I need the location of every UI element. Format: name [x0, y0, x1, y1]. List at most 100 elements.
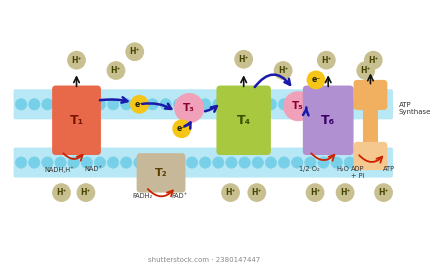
- Circle shape: [16, 99, 27, 110]
- Circle shape: [371, 157, 382, 168]
- Circle shape: [147, 157, 158, 168]
- Circle shape: [371, 99, 382, 110]
- Circle shape: [121, 99, 132, 110]
- Circle shape: [81, 157, 93, 168]
- FancyBboxPatch shape: [137, 153, 185, 193]
- Circle shape: [134, 99, 145, 110]
- Circle shape: [200, 99, 211, 110]
- Circle shape: [226, 157, 237, 168]
- Text: e⁻: e⁻: [311, 75, 320, 84]
- Text: NAD⁺: NAD⁺: [84, 166, 103, 172]
- FancyBboxPatch shape: [13, 148, 393, 178]
- Text: FADH₂: FADH₂: [132, 193, 152, 199]
- Circle shape: [94, 99, 106, 110]
- Circle shape: [130, 95, 149, 114]
- Circle shape: [252, 157, 263, 168]
- Circle shape: [173, 157, 184, 168]
- Circle shape: [200, 157, 211, 168]
- Circle shape: [68, 99, 79, 110]
- Text: H⁺: H⁺: [239, 55, 249, 64]
- Circle shape: [29, 99, 40, 110]
- Circle shape: [67, 51, 86, 69]
- Circle shape: [364, 51, 383, 69]
- Circle shape: [29, 157, 40, 168]
- Circle shape: [186, 99, 197, 110]
- Circle shape: [81, 99, 93, 110]
- Circle shape: [42, 99, 53, 110]
- Circle shape: [252, 99, 263, 110]
- Circle shape: [213, 99, 224, 110]
- Circle shape: [307, 71, 325, 89]
- Circle shape: [160, 157, 171, 168]
- Circle shape: [134, 157, 145, 168]
- Text: H⁺: H⁺: [252, 188, 262, 197]
- Text: H⁺: H⁺: [310, 188, 320, 197]
- Circle shape: [336, 183, 355, 202]
- Circle shape: [107, 157, 119, 168]
- Circle shape: [356, 61, 375, 80]
- Circle shape: [291, 99, 303, 110]
- Circle shape: [107, 99, 119, 110]
- Circle shape: [274, 61, 293, 80]
- Text: H⁺: H⁺: [321, 56, 332, 65]
- Circle shape: [265, 157, 277, 168]
- Text: e⁻: e⁻: [177, 124, 186, 133]
- Circle shape: [77, 183, 95, 202]
- Circle shape: [265, 99, 277, 110]
- Circle shape: [374, 183, 393, 202]
- Text: ATP: ATP: [383, 166, 395, 172]
- Text: T₅: T₅: [292, 101, 304, 111]
- Circle shape: [125, 42, 144, 61]
- Circle shape: [331, 99, 342, 110]
- Circle shape: [147, 99, 158, 110]
- Text: H₂O: H₂O: [337, 166, 350, 172]
- Circle shape: [283, 91, 313, 121]
- Text: H⁺: H⁺: [368, 56, 378, 65]
- Circle shape: [344, 157, 355, 168]
- Text: shutterstock.com · 2380147447: shutterstock.com · 2380147447: [148, 257, 260, 263]
- Circle shape: [160, 99, 171, 110]
- Text: ADP
+ Pi: ADP + Pi: [351, 166, 364, 179]
- FancyBboxPatch shape: [354, 80, 388, 110]
- Circle shape: [278, 157, 290, 168]
- Circle shape: [221, 183, 240, 202]
- Circle shape: [317, 51, 336, 69]
- Circle shape: [234, 50, 253, 69]
- Text: H⁺: H⁺: [111, 66, 121, 75]
- Circle shape: [42, 157, 53, 168]
- Circle shape: [94, 157, 106, 168]
- Circle shape: [318, 99, 329, 110]
- Text: H⁺: H⁺: [340, 188, 350, 197]
- Circle shape: [16, 157, 27, 168]
- Circle shape: [247, 183, 266, 202]
- Circle shape: [306, 183, 324, 202]
- Circle shape: [173, 99, 184, 110]
- Text: NADH,H⁺: NADH,H⁺: [45, 166, 74, 173]
- Text: FAD⁺: FAD⁺: [172, 193, 188, 199]
- Text: T₁: T₁: [69, 114, 84, 127]
- Text: e⁻: e⁻: [135, 100, 144, 109]
- FancyBboxPatch shape: [303, 85, 354, 155]
- Circle shape: [357, 157, 368, 168]
- Text: H⁺: H⁺: [278, 66, 288, 75]
- FancyBboxPatch shape: [363, 82, 378, 159]
- Circle shape: [318, 157, 329, 168]
- FancyBboxPatch shape: [13, 89, 393, 119]
- Circle shape: [186, 157, 197, 168]
- Circle shape: [68, 157, 79, 168]
- Circle shape: [107, 61, 125, 80]
- Circle shape: [174, 93, 204, 123]
- Circle shape: [239, 157, 250, 168]
- Text: T₆: T₆: [321, 114, 335, 127]
- Circle shape: [213, 157, 224, 168]
- Circle shape: [278, 99, 290, 110]
- Circle shape: [357, 99, 368, 110]
- FancyBboxPatch shape: [216, 85, 271, 155]
- Text: H⁺: H⁺: [129, 47, 140, 56]
- FancyBboxPatch shape: [354, 142, 388, 170]
- Text: H⁺: H⁺: [71, 56, 82, 65]
- Circle shape: [305, 99, 316, 110]
- Circle shape: [305, 157, 316, 168]
- Text: T₂: T₂: [155, 168, 167, 178]
- FancyBboxPatch shape: [52, 85, 101, 155]
